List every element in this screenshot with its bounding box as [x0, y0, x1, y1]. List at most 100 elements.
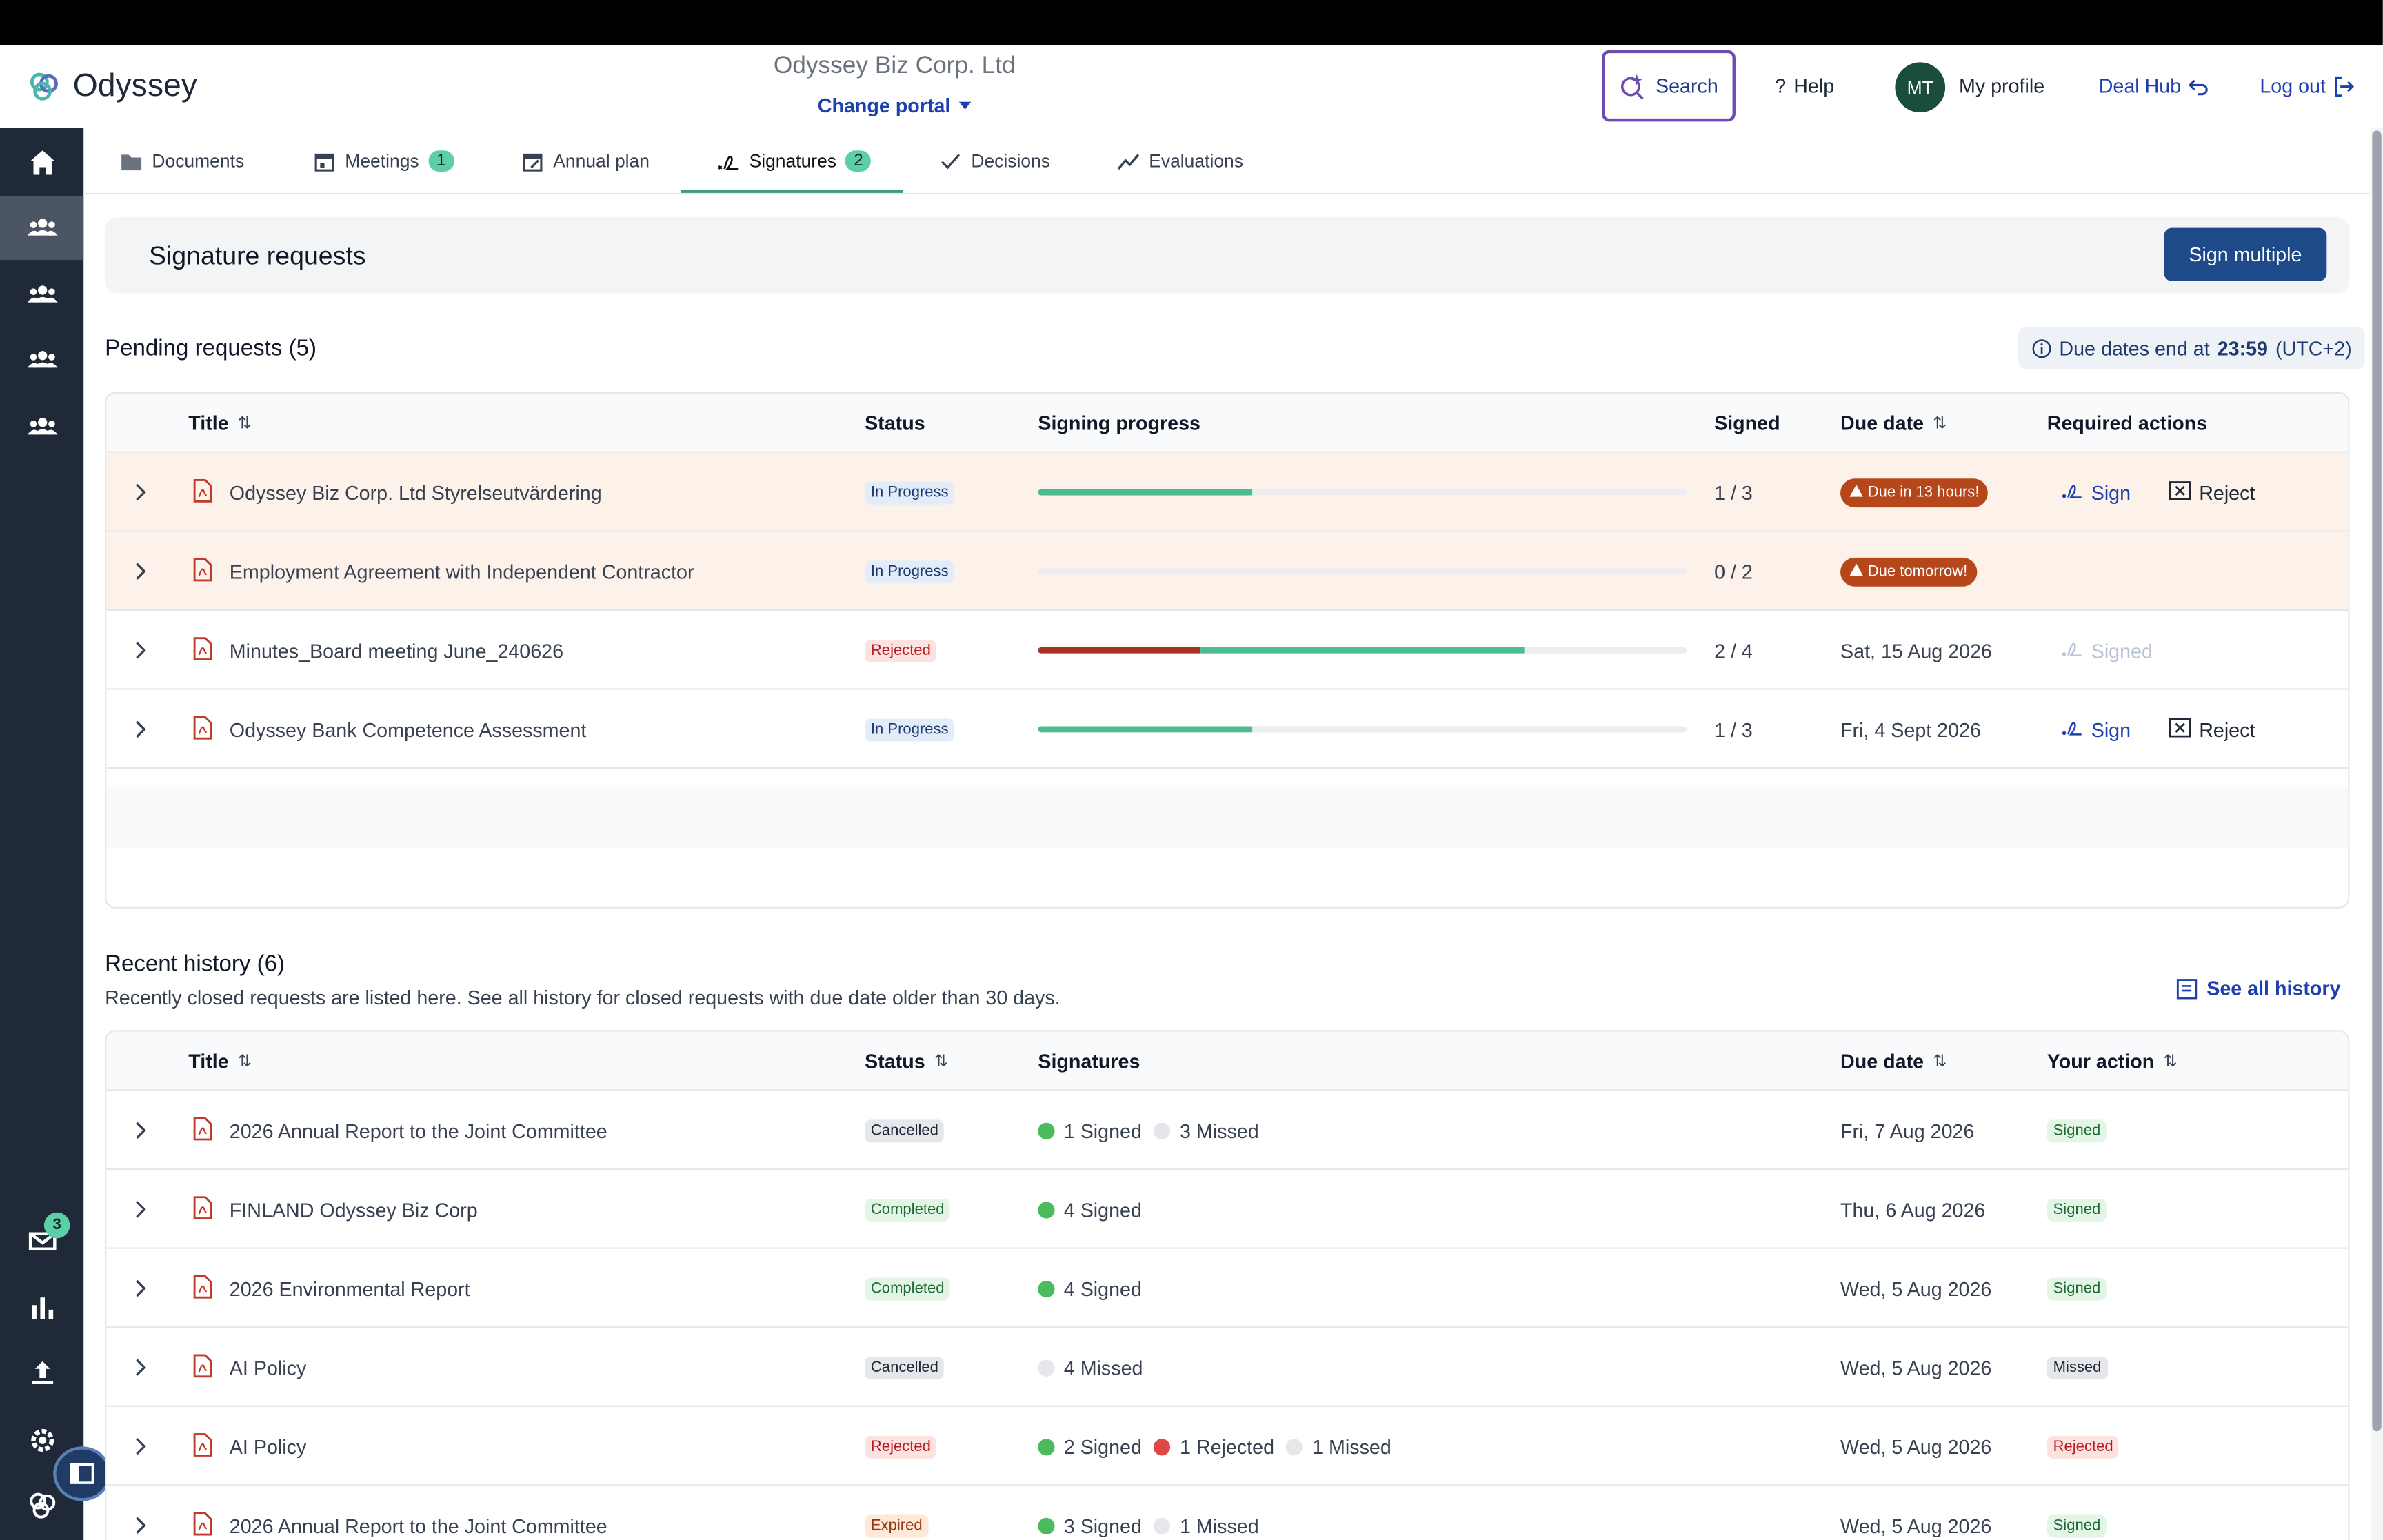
tab-annual-plan[interactable]: Annual plan — [521, 128, 650, 194]
table-row[interactable]: Odyssey Biz Corp. Ltd Styrelseutvärderin… — [106, 452, 2349, 532]
col-title[interactable]: Title ⇅ — [188, 1049, 252, 1073]
table-row[interactable]: AI Policy Rejected 2 Signed 1 Rejected 1 Mis… — [106, 1407, 2349, 1486]
chevron-right-icon[interactable] — [134, 1357, 148, 1378]
tab-signatures[interactable]: Signatures 2 — [717, 128, 872, 194]
chevron-right-icon[interactable] — [134, 1278, 148, 1299]
reject-button[interactable]: Reject — [2169, 716, 2255, 742]
warning-icon — [1849, 563, 1863, 580]
signature-stat-label: 4 Signed — [1063, 1197, 1142, 1221]
warning-icon — [1849, 483, 1863, 500]
status-cell: Rejected — [865, 611, 937, 690]
sidebar-home[interactable] — [0, 131, 83, 195]
sidebar-odyssey[interactable] — [0, 1474, 83, 1538]
chevron-right-icon[interactable] — [134, 560, 148, 582]
sidebar-mail[interactable]: 3 — [0, 1209, 83, 1273]
status-cell: In Progress — [865, 531, 955, 611]
sign-button[interactable]: Sign — [2061, 479, 2131, 505]
pdf-icon — [193, 1117, 213, 1141]
row-title[interactable]: Odyssey Biz Corp. Ltd Styrelseutvärderin… — [229, 480, 602, 504]
deal-hub-label: Deal Hub — [2098, 74, 2182, 98]
signing-progress-bar — [1038, 726, 1687, 733]
sidebar-group-2[interactable] — [0, 263, 83, 327]
deal-hub-link[interactable]: Deal Hub — [2099, 74, 2209, 97]
pdf-icon — [193, 558, 213, 582]
sidebar-group-3[interactable] — [0, 328, 83, 392]
mail-icon — [28, 1232, 56, 1250]
col-status[interactable]: Status ⇅ — [865, 1049, 949, 1073]
signed-indicator: Signed — [2061, 638, 2153, 663]
tab-decisions[interactable]: Decisions — [939, 128, 1050, 194]
row-title[interactable]: AI Policy — [229, 1356, 307, 1379]
status-badge: In Progress — [865, 560, 955, 583]
tab-meetings[interactable]: Meetings 1 — [313, 128, 454, 194]
table-row[interactable]: AI Policy Cancelled 4 Missed Wed, 5 Aug 202… — [106, 1328, 2349, 1407]
panel-toggle-button[interactable] — [53, 1446, 111, 1501]
sidebar-group-1[interactable] — [0, 196, 84, 260]
row-title[interactable]: Odyssey Bank Competence Assessment — [229, 718, 587, 741]
table-row[interactable]: FINLAND Odyssey Biz Corp Completed 4 Signe… — [106, 1170, 2349, 1249]
chevron-right-icon[interactable] — [134, 1514, 148, 1536]
reject-button[interactable]: Reject — [2169, 479, 2255, 505]
row-title[interactable]: FINLAND Odyssey Biz Corp — [229, 1197, 478, 1221]
chevron-right-icon[interactable] — [134, 1199, 148, 1220]
your-action-cell: Signed — [2047, 1249, 2107, 1328]
status-badge: Rejected — [865, 638, 937, 662]
change-portal-button[interactable]: Change portal — [818, 94, 972, 117]
signing-progress-bar — [1038, 568, 1687, 575]
row-title[interactable]: 2026 Environmental Report — [229, 1277, 470, 1300]
row-title[interactable]: 2026 Annual Report to the Joint Committe… — [229, 1514, 607, 1537]
chevron-right-icon[interactable] — [134, 1119, 148, 1141]
help-button[interactable]: ? Help — [1775, 74, 1834, 97]
table-row[interactable]: 2026 Annual Report to the Joint Committe… — [106, 1091, 2349, 1171]
rejected-dot-icon — [1154, 1438, 1171, 1455]
signature-stat: 2 Signed — [1038, 1435, 1142, 1458]
odyssey-logo-icon — [29, 1492, 55, 1519]
col-due[interactable]: Due date ⇅ — [1840, 412, 1947, 435]
chevron-right-icon[interactable] — [134, 1436, 148, 1457]
table-row[interactable]: Employment Agreement with Independent Co… — [106, 531, 2349, 611]
col-status: Status — [865, 412, 925, 435]
action-badge: Signed — [2047, 1514, 2107, 1537]
my-profile-link[interactable]: My profile — [1958, 74, 2045, 98]
due-date-cell: Fri, 4 Sept 2026 — [1840, 690, 1981, 769]
col-title[interactable]: Title ⇅ — [188, 412, 252, 435]
signature-icon — [718, 154, 739, 170]
sign-multiple-button[interactable]: Sign multiple — [2164, 227, 2327, 281]
tab-label: Meetings — [345, 150, 419, 172]
sidebar-settings[interactable] — [0, 1408, 83, 1472]
chevron-right-icon[interactable] — [134, 718, 148, 740]
sidebar-reports[interactable] — [0, 1276, 83, 1340]
avatar[interactable]: MT — [1895, 62, 1946, 113]
search-button[interactable]: Search — [1602, 50, 1736, 122]
chevron-right-icon[interactable] — [134, 640, 148, 661]
signature-stat: 3 Missed — [1154, 1119, 1259, 1142]
tab-evaluations[interactable]: Evaluations — [1117, 128, 1243, 194]
due-date: Wed, 5 Aug 2026 — [1840, 1514, 1992, 1537]
table-row[interactable]: Odyssey Bank Competence Assessment In Pro… — [106, 690, 2349, 769]
tab-documents[interactable]: Documents — [120, 128, 244, 194]
status-badge: Expired — [865, 1514, 929, 1537]
row-title[interactable]: AI Policy — [229, 1435, 307, 1458]
sidebar-upload[interactable] — [0, 1341, 83, 1406]
see-all-history-link[interactable]: See all history — [2176, 977, 2341, 1000]
page-title: Signature requests — [148, 241, 366, 271]
col-your-action[interactable]: Your action ⇅ — [2047, 1049, 2178, 1073]
status-cell: Cancelled — [865, 1328, 945, 1407]
col-due[interactable]: Due date ⇅ — [1840, 1049, 1947, 1073]
due-warning-badge: Due in 13 hours! — [1840, 478, 1989, 507]
row-title[interactable]: Minutes_Board meeting June_240626 — [229, 638, 564, 662]
table-row[interactable]: 2026 Environmental Report Completed 4 Sign… — [106, 1249, 2349, 1328]
row-title[interactable]: Employment Agreement with Independent Co… — [229, 560, 694, 583]
missed-dot-icon — [1038, 1359, 1055, 1376]
table-row[interactable]: 2026 Annual Report to the Joint Committe… — [106, 1486, 2348, 1540]
row-title[interactable]: 2026 Annual Report to the Joint Committe… — [229, 1119, 607, 1142]
log-out-link[interactable]: Log out — [2260, 74, 2355, 97]
status-cell: Completed — [865, 1170, 951, 1249]
sidebar-group-4[interactable] — [0, 395, 83, 459]
chevron-right-icon[interactable] — [134, 482, 148, 503]
app-logo[interactable]: Odyssey — [28, 68, 197, 105]
scrollbar-thumb[interactable] — [2372, 130, 2382, 1432]
table-row[interactable]: Minutes_Board meeting June_240626 Rejecte… — [106, 611, 2349, 690]
sign-button[interactable]: Sign — [2061, 716, 2131, 742]
app-name: Odyssey — [72, 68, 197, 103]
